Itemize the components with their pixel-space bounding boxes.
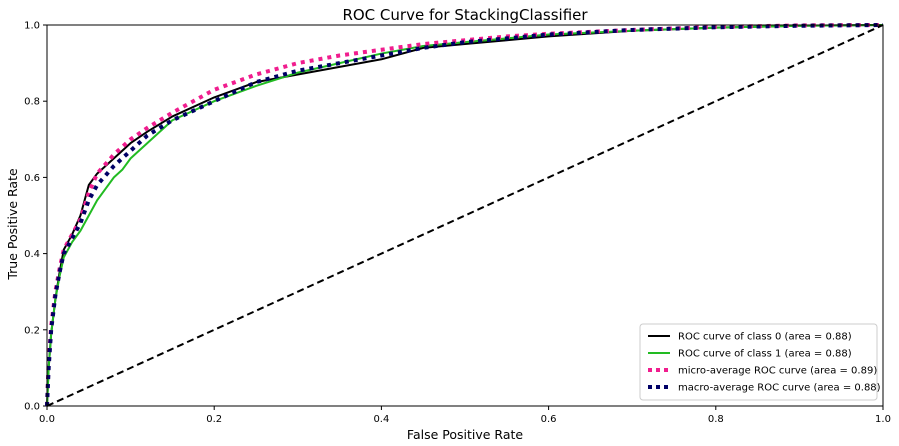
x-tick-label: 0.8 [708, 414, 724, 425]
x-axis-ticks: 0.0 0.2 0.4 0.6 0.8 1.0 [39, 406, 891, 425]
y-tick-label: 1.0 [24, 21, 40, 32]
x-tick-label: 1.0 [875, 414, 891, 425]
y-tick-label: 0.2 [24, 325, 40, 336]
series-layer [45, 23, 884, 407]
y-tick-label: 0.4 [24, 249, 40, 260]
legend-entry-label: micro-average ROC curve (area = 0.89) [678, 366, 877, 377]
legend-entry-label: ROC curve of class 1 (area = 0.88) [678, 349, 852, 360]
y-axis-ticks: 0.0 0.2 0.4 0.6 0.8 1.0 [24, 21, 47, 413]
y-tick-label: 0.6 [24, 173, 40, 184]
x-tick-label: 0.4 [373, 414, 389, 425]
chart-title: ROC Curve for StackingClassifier [342, 6, 588, 24]
legend-box [639, 323, 878, 401]
x-tick-label: 0.6 [541, 414, 557, 425]
y-tick-label: 0.8 [24, 97, 40, 108]
y-tick-label: 0.0 [24, 402, 40, 413]
x-tick-label: 0.0 [39, 414, 55, 425]
legend: ROC curve of class 0 (area = 0.88) ROC cu… [639, 323, 881, 401]
series-line-1 [46, 24, 884, 407]
x-tick-label: 0.2 [206, 414, 222, 425]
x-axis-label: False Positive Rate [407, 427, 523, 442]
series-line-3 [45, 23, 884, 407]
plot-frame [46, 24, 884, 407]
y-axis-label: True Positive Rate [5, 168, 20, 281]
chance-diagonal-line [46, 24, 884, 407]
legend-entry-label: macro-average ROC curve (area = 0.88) [678, 383, 881, 394]
legend-entry-label: ROC curve of class 0 (area = 0.88) [678, 332, 852, 343]
